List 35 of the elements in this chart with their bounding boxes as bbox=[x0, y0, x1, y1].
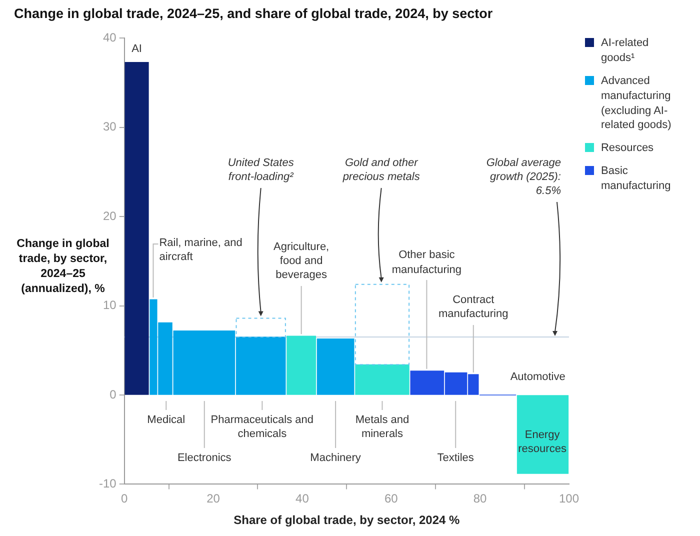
y-axis-title: Change in global trade, by sector, 2024–25 (annualized), % bbox=[16, 236, 110, 297]
annotation: Electronics bbox=[176, 450, 232, 466]
annotation: Pharmaceuticals and chemicals bbox=[210, 412, 315, 442]
y-tick-label: 40 bbox=[102, 30, 117, 45]
y-tick-label: 20 bbox=[102, 208, 117, 223]
annotation: AI bbox=[130, 42, 143, 56]
legend-label: Resources bbox=[600, 141, 654, 156]
ref-line-label: Global average growth (2025): 6.5% bbox=[485, 156, 561, 199]
y-tick-label: 0 bbox=[110, 387, 117, 402]
x-tick-label: 40 bbox=[296, 492, 310, 506]
annotation: Gold and other precious metals bbox=[342, 156, 421, 184]
chart-title: Change in global trade, 2024–25, and share of global trade, 2024, by sector bbox=[14, 6, 493, 21]
annotation: Medical bbox=[146, 412, 186, 427]
legend-label: Advanced manufacturing (excluding AI-related goods) bbox=[600, 74, 672, 134]
annotation: Machinery bbox=[309, 450, 362, 466]
annotation: Automotive bbox=[509, 370, 566, 384]
annotation: Metals and minerals bbox=[354, 412, 410, 442]
annotation: Other basic manufacturing bbox=[390, 248, 463, 278]
y-tick-label: -10 bbox=[99, 476, 117, 491]
annotation: Agriculture, food and beverages bbox=[272, 240, 330, 282]
annotation: Rail, marine, and aircraft bbox=[159, 236, 244, 265]
annotation: Textiles bbox=[436, 450, 475, 466]
x-tick-label: 80 bbox=[473, 492, 488, 506]
annotation: United States front-loading² bbox=[226, 156, 295, 184]
y-tick-label: 30 bbox=[102, 120, 117, 134]
annotation: Contract manufacturing bbox=[438, 293, 510, 322]
x-tick-label: 100 bbox=[558, 492, 580, 506]
y-tick-label: 10 bbox=[102, 298, 117, 312]
annotation: Energy resources bbox=[517, 428, 568, 456]
legend-label: Basic manufacturing bbox=[600, 164, 672, 194]
x-tick-label: 60 bbox=[384, 492, 398, 506]
x-tick-label: 20 bbox=[206, 492, 220, 506]
x-axis-title: Share of global trade, by sector, 2024 % bbox=[234, 513, 460, 528]
x-tick-label: 0 bbox=[121, 492, 128, 506]
legend-label: AI-related goods¹ bbox=[600, 36, 650, 66]
